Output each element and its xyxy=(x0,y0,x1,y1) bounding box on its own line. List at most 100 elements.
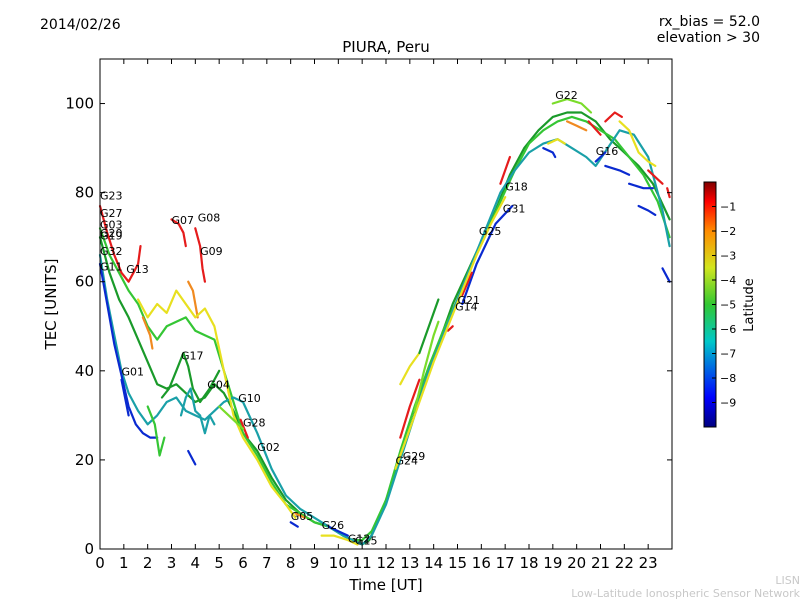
satellite-label: G21 xyxy=(458,294,481,307)
tec-series-33 xyxy=(320,534,359,546)
satellite-label: G29 xyxy=(403,450,426,463)
satellite-label: G02 xyxy=(257,441,280,454)
tec-series-22 xyxy=(461,271,473,297)
series-layer xyxy=(98,98,671,546)
tec-series-41 xyxy=(418,298,440,355)
tec-series-17 xyxy=(170,218,187,248)
colorbar-tick-label: −1 xyxy=(720,201,736,214)
tec-series-16 xyxy=(98,204,142,283)
satellite-label: G26 xyxy=(322,519,345,532)
satellite-label: G20 xyxy=(100,227,123,240)
x-tick-label: 4 xyxy=(191,554,201,572)
y-axis-label: TEC [UNITS] xyxy=(42,259,60,351)
tec-series-24 xyxy=(587,120,602,136)
satellite-label: G27 xyxy=(100,207,123,220)
tec-series-39 xyxy=(413,320,440,412)
satellite-label: G08 xyxy=(198,212,221,225)
x-tick-label: 0 xyxy=(95,554,105,572)
x-tick-label: 16 xyxy=(472,554,491,572)
tec-series-13 xyxy=(628,182,654,190)
colorbar-tick-label: −8 xyxy=(720,372,736,385)
satellite-label: G28 xyxy=(243,417,266,430)
y-tick-label: 0 xyxy=(84,540,94,558)
tec-series-3 xyxy=(98,129,671,546)
elevation-label: elevation > 30 xyxy=(656,30,760,46)
colorbar-tick-label: −3 xyxy=(720,250,736,263)
x-tick-label: 1 xyxy=(119,554,129,572)
colorbar-tick-label: −6 xyxy=(720,323,736,336)
tec-series-9 xyxy=(461,204,514,306)
tec-series-18 xyxy=(194,227,206,283)
satellite-label: G23 xyxy=(100,189,123,202)
satellite-label: G10 xyxy=(238,392,261,405)
tec-series-43 xyxy=(146,405,166,457)
satellite-label: G05 xyxy=(291,510,314,523)
satellite-label: G01 xyxy=(122,365,145,378)
tec-series-10 xyxy=(542,147,557,159)
tec-series-34 xyxy=(394,196,507,470)
y-tick-label: 20 xyxy=(75,451,94,469)
satellite-label: G15 xyxy=(355,535,378,548)
rx-bias-label: rx_bias = 52.0 xyxy=(658,14,760,30)
x-tick-label: 7 xyxy=(262,554,272,572)
y-axis-ticks: 0 20 40 60 80 100 xyxy=(65,95,672,558)
colorbar-tick-label: −5 xyxy=(720,299,736,312)
x-tick-label: 9 xyxy=(310,554,320,572)
tec-series-23 xyxy=(499,155,511,185)
bias-info: rx_bias = 52.0 elevation > 30 xyxy=(657,14,760,46)
colorbar-tick-label: −9 xyxy=(720,397,736,410)
tec-series-1 xyxy=(98,111,671,546)
colorbar-tick-label: −7 xyxy=(720,348,736,361)
x-tick-label: 11 xyxy=(353,554,372,572)
tec-series-4 xyxy=(98,262,159,439)
tec-series-5 xyxy=(120,378,130,417)
tec-series-30 xyxy=(294,512,307,519)
y-tick-label: 40 xyxy=(75,362,94,380)
satellite-label: G11 xyxy=(100,261,123,274)
satellite-label: G31 xyxy=(503,203,526,216)
y-tick-label: 100 xyxy=(65,95,94,113)
satellite-label: G19 xyxy=(100,229,123,242)
tec-series-31 xyxy=(566,120,588,132)
colorbar-tick-label: −2 xyxy=(720,225,736,238)
satellite-label: G24 xyxy=(396,454,419,467)
x-tick-label: 18 xyxy=(519,554,538,572)
colorbar: −1 −2 −3 −4 −5 −6 −7 −8 −9 Latitude xyxy=(703,181,757,428)
x-tick-label: 23 xyxy=(639,554,658,572)
satellite-label: G25 xyxy=(479,225,502,238)
x-tick-label: 2 xyxy=(143,554,153,572)
tec-series-36 xyxy=(547,138,566,145)
satellite-label: G13 xyxy=(126,263,149,276)
footer-org-full: Low-Latitude Ionospheric Sensor Network xyxy=(571,587,800,600)
date-label: 2014/02/26 xyxy=(40,17,121,33)
tec-series-29 xyxy=(187,280,199,319)
x-tick-label: 13 xyxy=(400,554,419,572)
tec-series-8 xyxy=(327,525,349,537)
tec-series-21 xyxy=(446,325,454,332)
colorbar-tick-label: −4 xyxy=(720,274,736,287)
satellite-label: G18 xyxy=(505,180,528,193)
satellite-label: G04 xyxy=(207,379,230,392)
x-tick-label: 22 xyxy=(615,554,634,572)
tec-series-11 xyxy=(594,151,607,163)
x-tick-label: 6 xyxy=(238,554,248,572)
x-tick-label: 3 xyxy=(167,554,177,572)
y-tick-label: 60 xyxy=(75,273,94,291)
x-tick-label: 14 xyxy=(424,554,443,572)
x-tick-label: 17 xyxy=(496,554,515,572)
tec-series-28 xyxy=(141,316,154,350)
colorbar-label: Latitude xyxy=(742,278,757,332)
x-tick-label: 19 xyxy=(543,554,562,572)
satellite-label: G17 xyxy=(181,350,204,363)
tec-series-42 xyxy=(160,351,221,404)
tec-series-38 xyxy=(218,405,245,430)
x-tick-label: 21 xyxy=(591,554,610,572)
chart-title: PIURA, Peru xyxy=(342,38,429,56)
satellite-label: G16 xyxy=(596,145,619,158)
tec-series-19 xyxy=(239,418,249,439)
satellite-label: G03 xyxy=(100,218,123,231)
x-tick-label: 5 xyxy=(214,554,224,572)
footer: LISN Low-Latitude Ionospheric Sensor Net… xyxy=(571,574,800,600)
tec-series-14 xyxy=(637,204,657,216)
